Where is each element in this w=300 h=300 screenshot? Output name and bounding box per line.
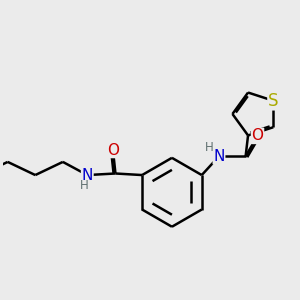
Text: N: N xyxy=(213,149,225,164)
Text: N: N xyxy=(82,168,93,183)
Text: H: H xyxy=(205,141,214,154)
Text: H: H xyxy=(80,178,88,192)
Text: O: O xyxy=(107,142,119,158)
Text: O: O xyxy=(251,128,263,143)
Text: S: S xyxy=(268,92,278,110)
